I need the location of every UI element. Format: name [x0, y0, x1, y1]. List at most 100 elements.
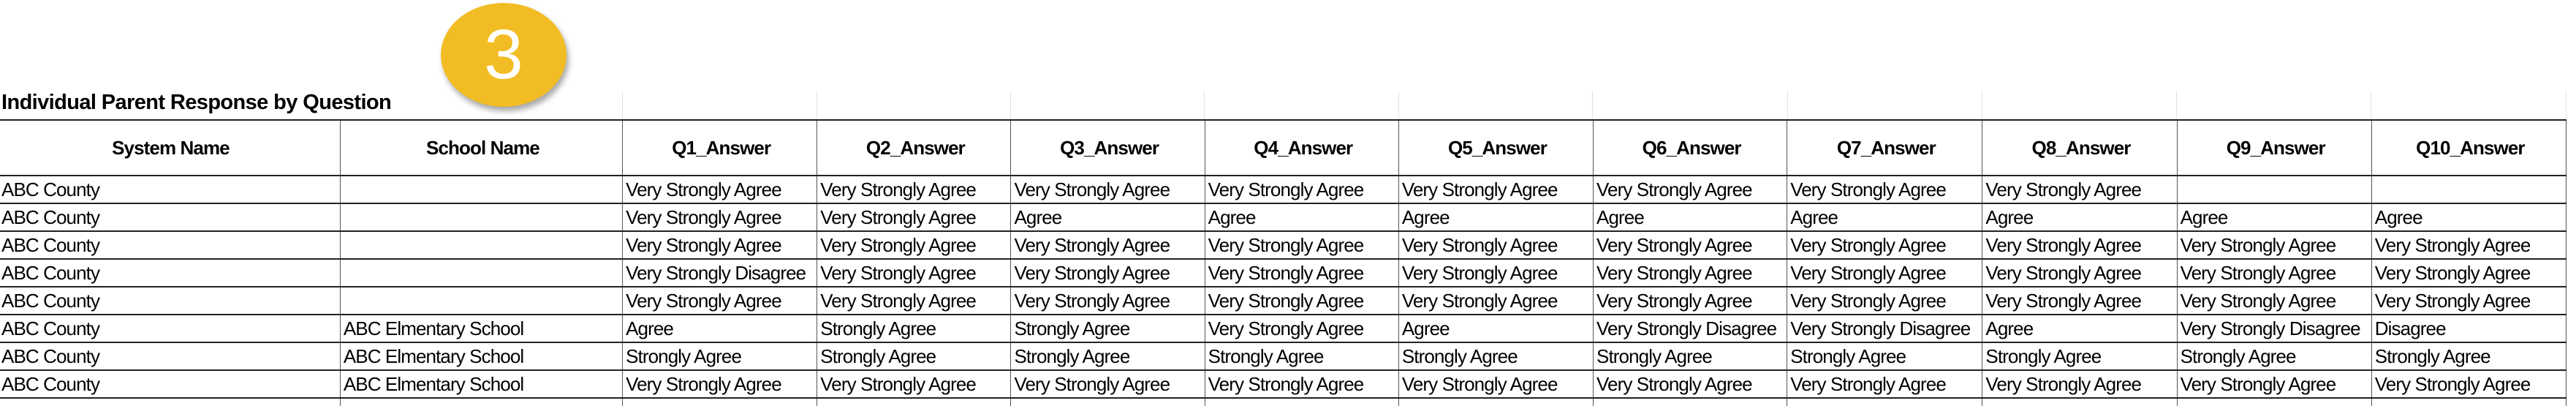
table-cell[interactable]: Very Strongly Disagree: [622, 259, 818, 287]
table-cell[interactable]: Very Strongly Agree: [1398, 370, 1594, 399]
table-cell[interactable]: Very Strongly Agree: [622, 287, 818, 315]
table-cell[interactable]: Very Strongly Agree: [1787, 259, 1983, 287]
table-cell[interactable]: Disagree: [2371, 315, 2567, 343]
table-cell[interactable]: Very Strongly Agree: [1205, 370, 1399, 399]
table-cell[interactable]: Very Strongly Agree: [817, 176, 1012, 204]
table-cell[interactable]: [2371, 176, 2567, 204]
table-cell[interactable]: Very Strongly Agree: [622, 176, 818, 204]
table-cell[interactable]: ABC County: [0, 176, 341, 204]
table-cell[interactable]: Agree: [1205, 203, 1399, 232]
table-cell[interactable]: Very Strongly Agree: [622, 203, 818, 232]
column-header[interactable]: School Name: [340, 119, 624, 176]
column-header[interactable]: Q1_Answer: [622, 119, 818, 176]
table-cell[interactable]: Very Strongly Agree: [1205, 231, 1399, 260]
table-cell[interactable]: [1398, 398, 1594, 406]
table-cell[interactable]: [340, 398, 624, 406]
table-cell[interactable]: [340, 287, 624, 315]
table-cell[interactable]: Agree: [1010, 203, 1205, 232]
table-cell[interactable]: Very Strongly Agree: [1982, 259, 2178, 287]
table-cell[interactable]: [1593, 398, 1788, 406]
column-header[interactable]: Q10_Answer: [2371, 119, 2567, 176]
table-cell[interactable]: Very Strongly Agree: [1398, 176, 1594, 204]
table-cell[interactable]: Agree: [2371, 203, 2567, 232]
table-cell[interactable]: Very Strongly Disagree: [1593, 315, 1788, 343]
column-header[interactable]: Q2_Answer: [817, 119, 1012, 176]
column-header[interactable]: Q8_Answer: [1982, 119, 2178, 176]
table-cell[interactable]: Very Strongly Agree: [1398, 231, 1594, 260]
table-cell[interactable]: Very Strongly Agree: [2177, 370, 2372, 399]
table-cell[interactable]: Very Strongly Agree: [817, 231, 1012, 260]
table-cell[interactable]: ABC County: [0, 315, 341, 343]
column-header[interactable]: Q3_Answer: [1010, 119, 1205, 176]
table-cell[interactable]: Agree: [1398, 315, 1594, 343]
table-cell[interactable]: Very Strongly Agree: [2371, 259, 2567, 287]
table-cell[interactable]: Very Strongly Agree: [1787, 176, 1983, 204]
table-cell[interactable]: Agree: [1982, 315, 2178, 343]
table-cell[interactable]: Very Strongly Agree: [1010, 259, 1205, 287]
table-cell[interactable]: Very Strongly Agree: [1593, 176, 1788, 204]
table-cell[interactable]: Very Strongly Agree: [2371, 231, 2567, 260]
table-cell[interactable]: Strongly Agree: [1010, 342, 1205, 371]
table-cell[interactable]: Strongly Agree: [2177, 342, 2372, 371]
table-cell[interactable]: Very Strongly Agree: [1010, 287, 1205, 315]
table-cell[interactable]: Very Strongly Agree: [1982, 370, 2178, 399]
column-header[interactable]: Q9_Answer: [2177, 119, 2372, 176]
table-cell[interactable]: Strongly Agree: [1982, 342, 2178, 371]
column-header[interactable]: System Name: [0, 119, 341, 176]
table-cell[interactable]: ABC County: [0, 342, 341, 371]
table-cell[interactable]: Agree: [622, 315, 818, 343]
column-header[interactable]: Q5_Answer: [1398, 119, 1594, 176]
table-cell[interactable]: [0, 398, 341, 406]
table-cell[interactable]: Very Strongly Agree: [1787, 370, 1983, 399]
table-cell[interactable]: Very Strongly Agree: [1787, 287, 1983, 315]
table-cell[interactable]: Very Strongly Agree: [1593, 259, 1788, 287]
table-cell[interactable]: Strongly Agree: [1593, 342, 1788, 371]
table-cell[interactable]: Very Strongly Agree: [1205, 259, 1399, 287]
table-cell[interactable]: Very Strongly Agree: [622, 370, 818, 399]
table-cell[interactable]: Strongly Agree: [1205, 342, 1399, 371]
table-cell[interactable]: Very Strongly Agree: [1205, 176, 1399, 204]
table-cell[interactable]: Very Strongly Agree: [1398, 287, 1594, 315]
table-cell[interactable]: Very Strongly Agree: [2177, 231, 2372, 260]
table-cell[interactable]: Very Strongly Agree: [817, 287, 1012, 315]
table-cell[interactable]: [622, 398, 818, 406]
table-cell[interactable]: [2371, 398, 2567, 406]
table-cell[interactable]: Very Strongly Agree: [2371, 287, 2567, 315]
table-cell[interactable]: Strongly Agree: [817, 315, 1012, 343]
table-cell[interactable]: Very Strongly Agree: [2177, 287, 2372, 315]
table-cell[interactable]: [340, 176, 624, 204]
table-cell[interactable]: Very Strongly Disagree: [1787, 315, 1983, 343]
table-cell[interactable]: Very Strongly Agree: [1010, 231, 1205, 260]
table-cell[interactable]: [2177, 398, 2372, 406]
table-cell[interactable]: Strongly Agree: [1787, 342, 1983, 371]
table-cell[interactable]: [1205, 398, 1399, 406]
table-cell[interactable]: Agree: [1787, 203, 1983, 232]
table-cell[interactable]: ABC County: [0, 231, 341, 260]
table-cell[interactable]: [1010, 398, 1205, 406]
table-cell[interactable]: Agree: [1982, 203, 2178, 232]
table-cell[interactable]: ABC County: [0, 203, 341, 232]
table-cell[interactable]: Strongly Agree: [1010, 315, 1205, 343]
column-header[interactable]: Q4_Answer: [1205, 119, 1399, 176]
table-cell[interactable]: ABC Elmentary School: [340, 342, 624, 371]
table-cell[interactable]: ABC County: [0, 287, 341, 315]
table-cell[interactable]: [1787, 398, 1983, 406]
table-cell[interactable]: [1982, 398, 2178, 406]
table-cell[interactable]: ABC Elmentary School: [340, 315, 624, 343]
table-cell[interactable]: Very Strongly Agree: [817, 203, 1012, 232]
table-cell[interactable]: Very Strongly Agree: [1398, 259, 1594, 287]
table-cell[interactable]: Strongly Agree: [2371, 342, 2567, 371]
table-cell[interactable]: Very Strongly Agree: [2177, 259, 2372, 287]
table-cell[interactable]: [340, 203, 624, 232]
table-cell[interactable]: Very Strongly Agree: [1982, 287, 2178, 315]
table-cell[interactable]: Very Strongly Agree: [817, 370, 1012, 399]
table-cell[interactable]: Very Strongly Agree: [622, 231, 818, 260]
column-header[interactable]: Q7_Answer: [1787, 119, 1983, 176]
table-cell[interactable]: Agree: [2177, 203, 2372, 232]
table-cell[interactable]: Very Strongly Agree: [1010, 176, 1205, 204]
table-cell[interactable]: ABC Elmentary School: [340, 370, 624, 399]
table-cell[interactable]: Very Strongly Agree: [1982, 176, 2178, 204]
table-cell[interactable]: Very Strongly Agree: [1982, 231, 2178, 260]
table-cell[interactable]: Very Strongly Disagree: [2177, 315, 2372, 343]
table-cell[interactable]: [817, 398, 1012, 406]
